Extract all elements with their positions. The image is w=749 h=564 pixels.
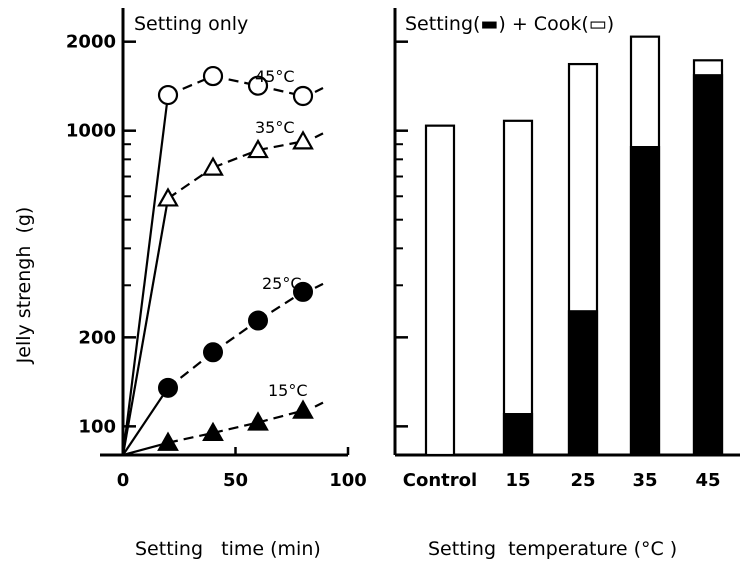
bar-cook bbox=[502, 119, 534, 457]
data-point bbox=[203, 342, 223, 363]
data-point bbox=[202, 421, 224, 442]
series-line bbox=[121, 94, 170, 456]
left-series-group: 45°C 35°C 25°C 15°C bbox=[121, 65, 324, 457]
data-point bbox=[247, 411, 269, 431]
data-point bbox=[157, 187, 179, 207]
right-x-label: Setting temperature (°C ) bbox=[428, 538, 677, 560]
series-line bbox=[314, 401, 324, 408]
series-line bbox=[257, 409, 304, 424]
left-x-tick-label: 100 bbox=[329, 470, 367, 491]
left-title: Setting only bbox=[134, 13, 248, 35]
series-45C: 45°C bbox=[121, 65, 324, 456]
series-line bbox=[121, 198, 170, 456]
data-point bbox=[158, 377, 178, 398]
left-x-tick-label: 0 bbox=[117, 470, 130, 491]
bar-setting bbox=[502, 413, 534, 457]
data-point bbox=[292, 130, 314, 150]
right-x-tick-label: 45 bbox=[695, 470, 720, 491]
series-label: 25°C bbox=[262, 274, 302, 293]
data-point bbox=[247, 138, 269, 159]
left-y-tick-label: 1000 bbox=[66, 121, 116, 142]
series-25C: 25°C bbox=[122, 274, 324, 456]
series-line bbox=[314, 87, 324, 94]
left-y-label: Jelly strengh (g) bbox=[13, 207, 35, 365]
series-line bbox=[122, 387, 169, 456]
data-point bbox=[157, 84, 179, 106]
series-label: 15°C bbox=[268, 381, 308, 400]
left-x-label: Setting time (min) bbox=[135, 538, 321, 560]
data-point bbox=[202, 65, 224, 87]
left-x-tick-label: 50 bbox=[223, 470, 248, 491]
series-line bbox=[167, 166, 214, 200]
data-point bbox=[157, 431, 179, 451]
series-label: 45°C bbox=[255, 67, 295, 86]
series-15C: 15°C bbox=[122, 381, 324, 457]
data-point bbox=[293, 281, 313, 302]
series-line bbox=[314, 132, 324, 139]
data-point bbox=[202, 156, 224, 176]
data-point bbox=[248, 310, 268, 331]
bar-cook bbox=[424, 124, 456, 457]
bar-setting bbox=[692, 74, 724, 457]
series-label: 35°C bbox=[255, 118, 295, 137]
series-line bbox=[257, 140, 304, 152]
right-x-tick-label: Control bbox=[403, 470, 477, 491]
bar-setting bbox=[567, 310, 599, 457]
series-line bbox=[314, 282, 324, 289]
right-panel: Setting(▬) + Cook(▭) Setting temperature… bbox=[393, 8, 740, 560]
right-x-tick-label: 15 bbox=[505, 470, 530, 491]
series-line bbox=[212, 421, 259, 435]
left-y-tick-label: 2000 bbox=[66, 32, 116, 53]
series-line bbox=[122, 441, 169, 457]
right-y-ticks bbox=[395, 40, 408, 428]
right-title: Setting(▬) + Cook(▭) bbox=[405, 13, 614, 35]
left-y-ticks: 100 200 1000 2000 bbox=[66, 32, 136, 437]
data-point bbox=[247, 75, 269, 96]
left-y-tick-label: 200 bbox=[78, 327, 116, 348]
data-point bbox=[292, 85, 314, 107]
right-x-tick-label: 35 bbox=[632, 470, 657, 491]
left-y-tick-label: 100 bbox=[78, 416, 116, 437]
right-title-text: Setting(▬) + Cook(▭) bbox=[405, 13, 614, 35]
series-line bbox=[167, 431, 214, 444]
left-panel: Setting only Setting time (min) Jelly st… bbox=[13, 8, 367, 560]
right-x-tick-label: 25 bbox=[570, 470, 595, 491]
series-35C: 35°C bbox=[121, 118, 324, 456]
right-x-ticks: Control 15 25 35 45 bbox=[403, 470, 721, 491]
data-point bbox=[292, 399, 314, 419]
bar-setting bbox=[629, 146, 661, 457]
right-bars-group bbox=[424, 35, 724, 457]
